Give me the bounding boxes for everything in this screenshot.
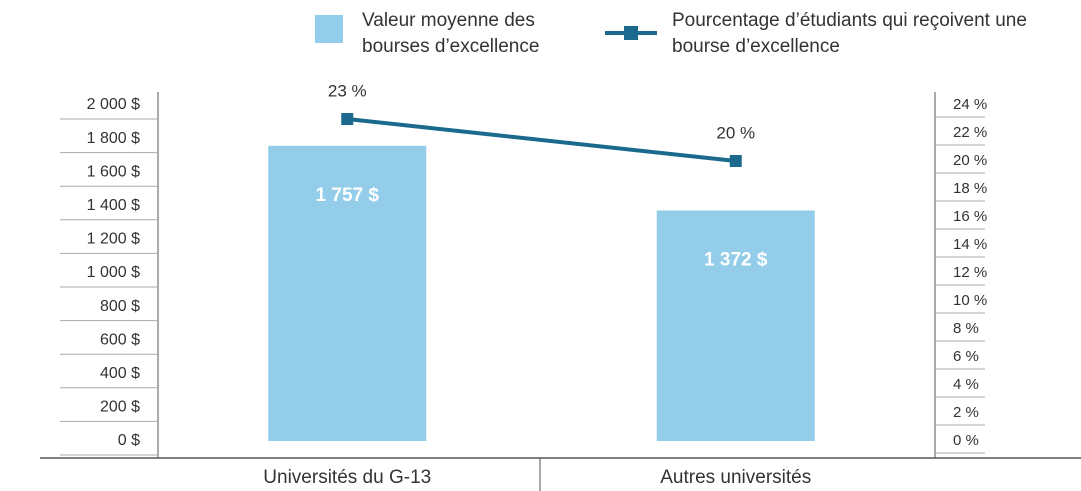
bar (656, 210, 815, 441)
y-tick-label: 1 800 $ (87, 130, 140, 147)
y-tick-label: 1 000 $ (87, 264, 140, 281)
legend-label: Valeur moyenne des bourses d’excellence (362, 10, 540, 57)
y-tick-label: 1 400 $ (87, 197, 140, 214)
x-tick-label: Universités du G-13 (263, 467, 431, 488)
y2-tick-label: 18 % (953, 180, 987, 197)
y2-tick-label: 12 % (953, 264, 987, 281)
y-tick-label: 1 200 $ (87, 231, 140, 248)
legend-label: Pourcentage d’étudiants qui reçoivent un… (672, 10, 1027, 57)
y-tick-label: 600 $ (100, 331, 140, 348)
y2-tick-label: 16 % (953, 208, 987, 225)
legend-swatch (605, 26, 657, 40)
y-tick-label: 400 $ (100, 365, 140, 382)
y2-tick-label: 10 % (953, 292, 987, 309)
y2-tick-label: 4 % (953, 376, 979, 393)
y2-tick-label: 8 % (953, 320, 979, 337)
y2-tick-label: 20 % (953, 152, 987, 169)
y2-tick-label: 22 % (953, 124, 987, 141)
line-value-label: 20 % (716, 123, 755, 142)
y-tick-label: 2 000 $ (87, 96, 140, 113)
y-tick-label: 800 $ (100, 298, 140, 315)
y2-tick-label: 6 % (953, 348, 979, 365)
line-marker (729, 155, 742, 167)
y2-tick-label: 14 % (953, 236, 987, 253)
y2-tick-label: 0 % (953, 432, 979, 449)
legend-swatch (315, 15, 343, 43)
y-tick-label: 1 600 $ (87, 163, 140, 180)
bar-value-label: 1 757 $ (316, 185, 380, 206)
y2-tick-label: 2 % (953, 404, 979, 421)
y2-tick-label: 24 % (953, 96, 987, 113)
line (347, 117, 736, 163)
bar (268, 145, 427, 441)
y-tick-label: 200 $ (100, 399, 140, 416)
line-marker (341, 113, 354, 125)
bar-value-label: 1 372 $ (704, 250, 768, 271)
line-value-label: 23 % (328, 81, 367, 100)
y-tick-label: 0 $ (118, 432, 140, 449)
x-tick-label: Autres universités (660, 467, 811, 488)
